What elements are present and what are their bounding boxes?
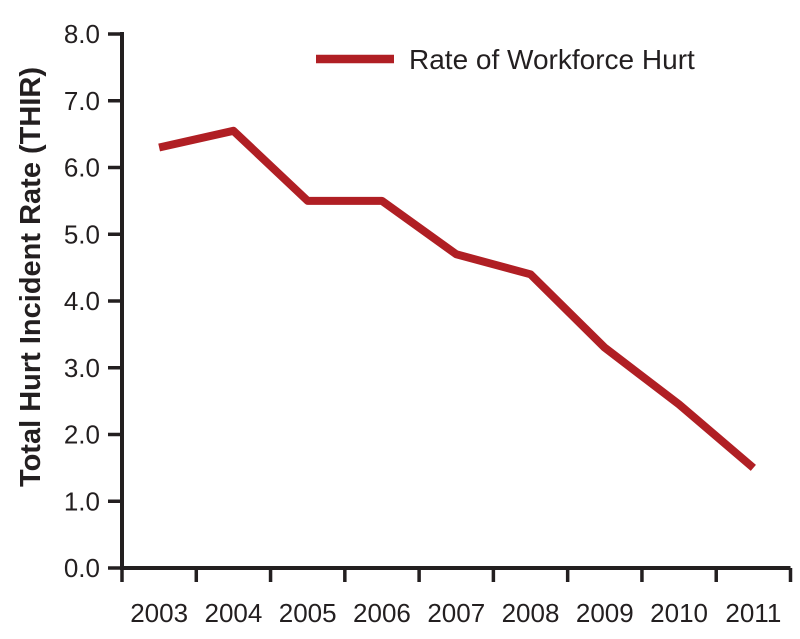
y-axis-title: Total Hurt Incident Rate (THIR) (15, 67, 47, 487)
y-tick-label: 6.0 (64, 153, 100, 183)
y-tick-label: 3.0 (64, 353, 100, 383)
plot-area (158, 126, 756, 471)
y-tick-label: 1.0 (64, 486, 100, 516)
y-axis: 0.0 1.0 2.0 3.0 4.0 5.0 6.0 7.0 8.0 (64, 19, 124, 583)
y-tick-label: 4.0 (64, 286, 100, 316)
x-tick-label: 2009 (576, 598, 634, 628)
x-axis: 2003 2004 2005 2006 2007 2008 2009 2010 2011 (120, 566, 793, 628)
legend-label: Rate of Workforce Hurt (409, 44, 695, 75)
x-tick-label: 2005 (279, 598, 337, 628)
y-tick-label: 0.0 (64, 553, 100, 583)
y-tick-label: 5.0 (64, 219, 100, 249)
x-tick-label: 2006 (353, 598, 411, 628)
x-tick-label: 2010 (650, 598, 708, 628)
x-tick-label: 2008 (502, 598, 560, 628)
series-line (158, 126, 756, 471)
x-tick-label: 2007 (427, 598, 485, 628)
y-tick-label: 2.0 (64, 420, 100, 450)
y-tick-label: 7.0 (64, 86, 100, 116)
legend: Rate of Workforce Hurt (316, 44, 695, 75)
x-tick-label: 2011 (725, 598, 781, 628)
x-tick-label: 2003 (130, 598, 188, 628)
x-tick-label: 2004 (204, 598, 262, 628)
y-tick-label: 8.0 (64, 19, 100, 49)
